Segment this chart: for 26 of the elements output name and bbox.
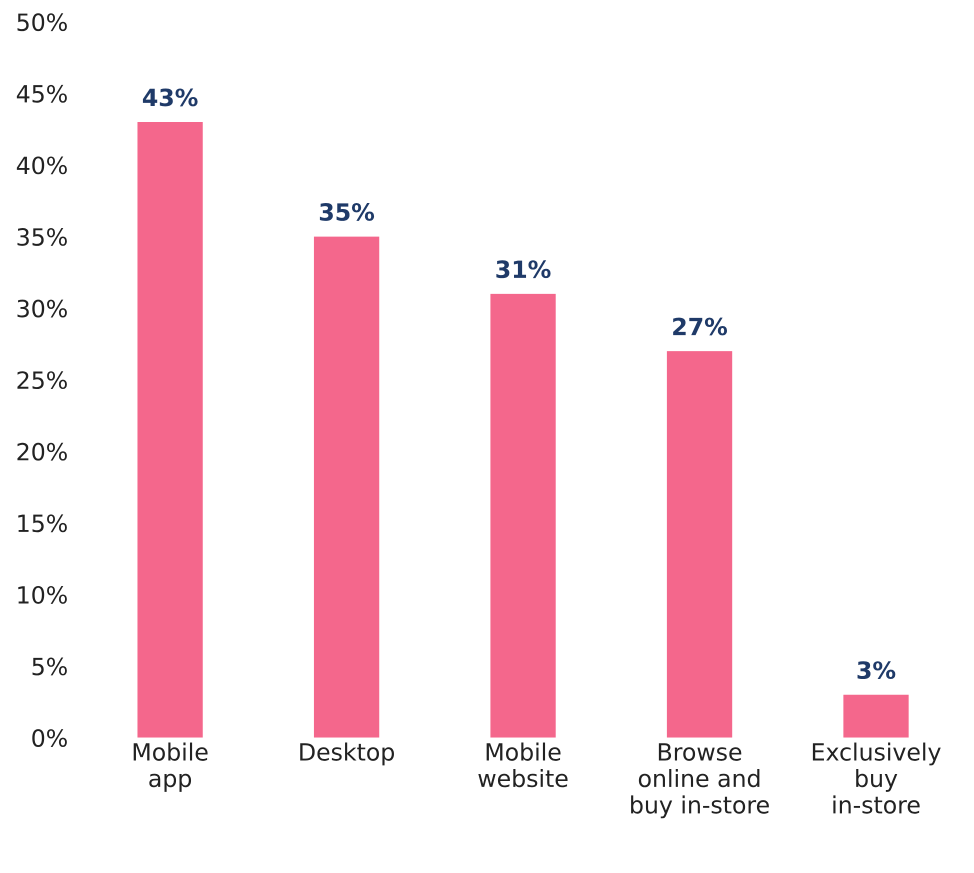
y-tick-label: 10% xyxy=(18,586,67,604)
y-tick-label: 15% xyxy=(18,514,67,532)
data-label: 27% xyxy=(673,318,728,336)
y-tick-label: 35% xyxy=(18,228,67,246)
y-tick-label: 30% xyxy=(18,300,67,318)
y-tick-label: 20% xyxy=(17,442,67,461)
y-tick-label: 0% xyxy=(32,729,67,747)
bar xyxy=(137,122,203,738)
bar xyxy=(490,294,556,738)
data-label: 35% xyxy=(320,203,374,221)
data-label: 3% xyxy=(858,661,896,680)
y-tick-label: 25% xyxy=(17,371,67,390)
x-tick-label: Browse online and buy in-store xyxy=(631,743,769,818)
bar xyxy=(843,694,909,738)
x-tick-label: Mobile app xyxy=(134,742,208,792)
x-tick-label: Mobile website xyxy=(478,742,568,788)
x-tick-label: Desktop xyxy=(300,742,394,766)
x-tick-label: Exclusively buy in-store xyxy=(812,742,941,814)
bar xyxy=(314,236,380,738)
bar xyxy=(666,351,732,738)
y-tick-label: 45% xyxy=(16,84,67,103)
y-tick-label: 5% xyxy=(32,658,67,676)
data-label: 31% xyxy=(496,260,551,278)
y-tick-label: 40% xyxy=(16,156,67,174)
data-label: 43% xyxy=(142,88,198,106)
y-tick-label: 50% xyxy=(18,13,67,32)
